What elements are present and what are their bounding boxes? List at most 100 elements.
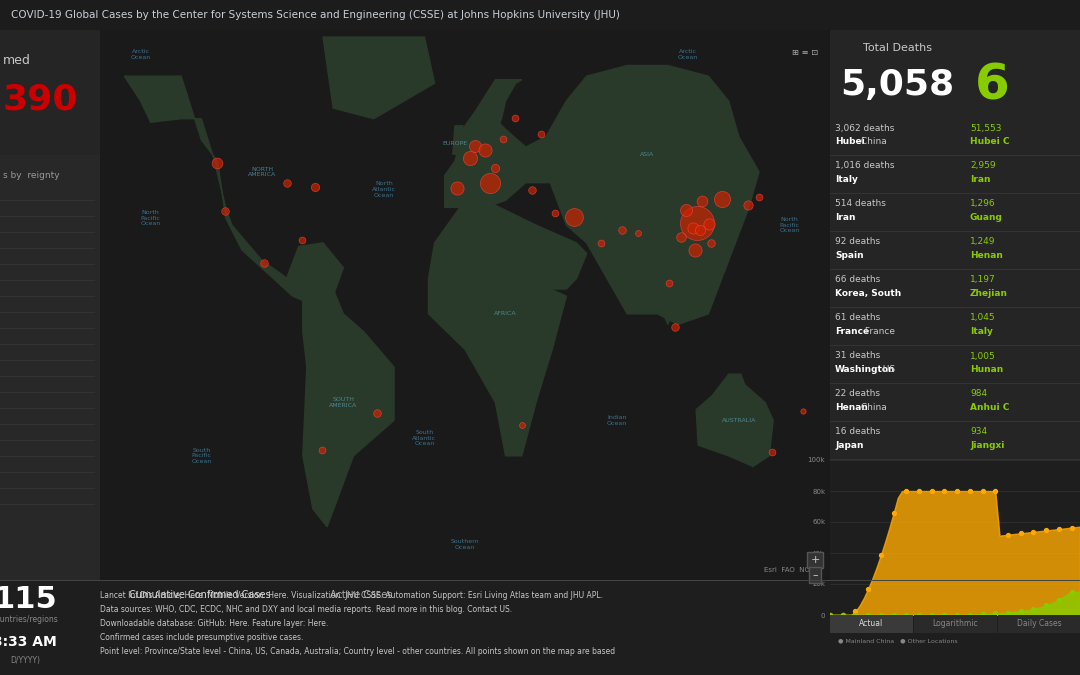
Text: Downloadable database: GitHub: Here. Feature layer: Here.: Downloadable database: GitHub: Here. Fea…: [100, 618, 328, 628]
Point: [368, 408, 386, 418]
Text: COVID-19 Global Cases by the Center for Systems Science and Engineering (CSSE) a: COVID-19 Global Cases by the Center for …: [11, 10, 620, 20]
Text: North
Pacific
Ocean: North Pacific Ocean: [140, 210, 161, 226]
Point: [630, 228, 647, 239]
Polygon shape: [475, 80, 522, 133]
Text: 984: 984: [970, 389, 987, 398]
Text: Italy: Italy: [970, 327, 993, 337]
Point: [1012, 605, 1029, 616]
Text: Washington: Washington: [835, 365, 895, 375]
Text: +: +: [810, 555, 820, 565]
Point: [999, 607, 1016, 618]
Text: Japan: Japan: [835, 441, 864, 450]
Text: 1,197: 1,197: [970, 275, 996, 284]
Text: 6: 6: [975, 61, 1010, 109]
Text: 3,062 deaths: 3,062 deaths: [835, 124, 894, 132]
Text: Zhejian: Zhejian: [970, 290, 1008, 298]
Point: [751, 192, 768, 203]
Point: [1050, 594, 1067, 605]
Point: [513, 419, 530, 430]
Point: [255, 257, 272, 268]
Point: [860, 583, 877, 594]
Text: Anhui C: Anhui C: [970, 404, 1010, 412]
Polygon shape: [453, 126, 465, 154]
Text: Total Deaths: Total Deaths: [863, 43, 932, 53]
Text: Italy: Italy: [835, 176, 858, 184]
Text: Southern
Ocean: Southern Ocean: [450, 539, 480, 550]
Polygon shape: [536, 225, 586, 289]
Text: Guang: Guang: [970, 213, 1003, 223]
Text: 934: 934: [970, 427, 987, 437]
Point: [923, 485, 941, 496]
Text: China: China: [858, 138, 887, 146]
Text: 16 deaths: 16 deaths: [835, 427, 880, 437]
Point: [507, 113, 524, 124]
Point: [482, 178, 499, 188]
Point: [860, 610, 877, 620]
Text: 66 deaths: 66 deaths: [835, 275, 880, 284]
Text: Henan: Henan: [835, 404, 868, 412]
Point: [897, 610, 915, 620]
Polygon shape: [664, 261, 678, 325]
Point: [948, 610, 966, 620]
Text: NORTH
AMERICA: NORTH AMERICA: [248, 167, 276, 178]
Point: [217, 205, 234, 216]
Point: [834, 610, 851, 620]
Text: Arctic
Ocean: Arctic Ocean: [131, 49, 151, 60]
Text: 22 deaths: 22 deaths: [835, 389, 880, 398]
Text: Active Cases: Active Cases: [329, 590, 392, 600]
Point: [673, 232, 690, 242]
Point: [834, 610, 851, 620]
Point: [666, 321, 684, 332]
Point: [1025, 526, 1042, 537]
Text: US: US: [880, 365, 895, 375]
Point: [1012, 528, 1029, 539]
Point: [948, 485, 966, 496]
Text: AUSTRALIA: AUSTRALIA: [721, 418, 756, 423]
Text: 51,553: 51,553: [970, 124, 1001, 132]
Text: 1,249: 1,249: [970, 238, 996, 246]
Text: Indian
Ocean: Indian Ocean: [607, 415, 627, 426]
Point: [693, 196, 711, 207]
Polygon shape: [526, 65, 759, 325]
Text: Iran: Iran: [835, 213, 855, 223]
Text: China: China: [858, 404, 887, 412]
Text: Daily Cases: Daily Cases: [1016, 620, 1062, 628]
Text: 390: 390: [3, 83, 79, 117]
Point: [740, 200, 757, 211]
Point: [999, 529, 1016, 540]
Text: 61 deaths: 61 deaths: [835, 313, 880, 323]
Text: 3:33 AM: 3:33 AM: [0, 635, 57, 649]
Point: [873, 549, 890, 560]
Text: Hubei: Hubei: [835, 138, 865, 146]
Point: [794, 406, 811, 416]
Text: ⊞ ≡ ⊡: ⊞ ≡ ⊡: [792, 48, 818, 57]
Point: [592, 238, 609, 248]
Text: 514 deaths: 514 deaths: [835, 200, 886, 209]
Point: [847, 606, 864, 617]
Text: Logarithmic: Logarithmic: [932, 620, 977, 628]
Point: [974, 485, 991, 496]
Text: –: –: [812, 570, 818, 580]
Text: 1,296: 1,296: [970, 200, 996, 209]
Text: North
Pacific
Ocean: North Pacific Ocean: [780, 217, 799, 234]
Text: Esri  FAO  NOAA: Esri FAO NOAA: [765, 567, 820, 573]
Polygon shape: [302, 289, 394, 526]
Point: [910, 485, 928, 496]
Point: [1038, 525, 1055, 536]
Text: Henan: Henan: [970, 252, 1003, 261]
Polygon shape: [429, 200, 566, 456]
Text: Data sources: WHO, CDC, ECDC, NHC and DXY and local media reports. Read more in : Data sources: WHO, CDC, ECDC, NHC and DX…: [100, 605, 512, 614]
Text: 5,058: 5,058: [840, 68, 955, 102]
Point: [885, 508, 902, 518]
Point: [1025, 603, 1042, 614]
Text: North
Atlantic
Ocean: North Atlantic Ocean: [372, 182, 396, 198]
Text: 31 deaths: 31 deaths: [835, 352, 880, 360]
Point: [910, 610, 928, 620]
Point: [987, 485, 1004, 496]
Point: [1063, 587, 1080, 597]
Point: [1063, 522, 1080, 533]
Polygon shape: [597, 243, 648, 303]
Text: s by  reignty: s by reignty: [3, 171, 59, 180]
Text: 92 deaths: 92 deaths: [835, 238, 880, 246]
Point: [1038, 600, 1055, 611]
